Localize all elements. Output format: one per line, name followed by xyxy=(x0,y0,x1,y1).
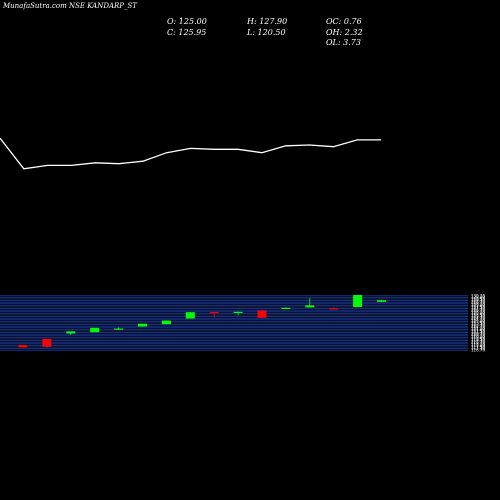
y-tick-label: 116.70 xyxy=(471,348,485,353)
candle xyxy=(377,299,386,303)
y-tick-label: 127.50 xyxy=(471,305,485,310)
y-tick-label: 125.50 xyxy=(471,313,485,318)
candle xyxy=(353,295,363,307)
candle-body xyxy=(281,307,291,309)
candle-body xyxy=(114,328,124,330)
candle-layer xyxy=(18,295,386,348)
oc-value: OC: 0.76 xyxy=(326,17,362,26)
candle xyxy=(281,307,291,309)
y-tick-label: 117.10 xyxy=(471,346,485,351)
grid-layer xyxy=(0,295,468,351)
y-tick-label: 119.90 xyxy=(471,335,485,340)
y-tick-label: 120.30 xyxy=(471,333,485,338)
y-tick-label: 125.10 xyxy=(471,314,485,319)
candle xyxy=(257,310,267,319)
y-tick-label: 130.30 xyxy=(471,293,485,298)
y-tick-label: 126.30 xyxy=(471,309,485,314)
close-value: C: 125.95 xyxy=(167,28,207,37)
candle xyxy=(66,331,76,335)
y-tick-label: 118.70 xyxy=(471,340,485,345)
y-tick-label: 117.50 xyxy=(471,345,485,350)
y-tick-label: 122.30 xyxy=(471,325,485,330)
y-tick-label: 121.50 xyxy=(471,329,485,334)
candle-body xyxy=(66,331,76,334)
candle xyxy=(233,311,243,316)
line-layer xyxy=(0,137,381,170)
low-value: L: 120.50 xyxy=(247,28,286,37)
candle xyxy=(209,311,219,318)
candle-body xyxy=(257,310,267,318)
candle xyxy=(90,327,100,333)
y-tick-label: 119.10 xyxy=(471,338,485,343)
y-tick-label: 120.70 xyxy=(471,332,485,337)
y-tick-label: 127.10 xyxy=(471,306,485,311)
y-tick-label: 124.70 xyxy=(471,316,485,321)
chart-title: MunafaSutra.com NSE KANDARP_ST xyxy=(3,2,137,10)
y-tick-label: 127.90 xyxy=(471,303,485,308)
candle-body xyxy=(353,295,363,307)
y-tick-label: 121.90 xyxy=(471,327,485,332)
candle-body xyxy=(209,312,219,314)
candle xyxy=(42,339,52,348)
candle xyxy=(18,345,28,348)
candle xyxy=(305,298,315,308)
candle-body xyxy=(161,320,171,325)
y-tick-label: 123.50 xyxy=(471,321,485,326)
candle-body xyxy=(138,323,147,327)
y-tick-label: 119.50 xyxy=(471,337,485,342)
y-tick-label: 129.50 xyxy=(471,297,485,302)
candle xyxy=(329,307,339,310)
candle-body xyxy=(90,327,100,333)
y-tick-label: 129.90 xyxy=(471,295,485,300)
y-tick-label: 122.70 xyxy=(471,324,485,329)
oh-value: OH: 2.32 xyxy=(326,28,363,37)
open-value: O: 125.00 xyxy=(167,17,207,26)
candle xyxy=(114,327,124,330)
y-tick-label: 117.90 xyxy=(471,343,485,348)
y-tick-label: 129.10 xyxy=(471,298,485,303)
y-tick-label: 128.70 xyxy=(471,300,485,305)
y-tick-label: 121.10 xyxy=(471,330,485,335)
candle-body xyxy=(305,305,315,308)
candle-body xyxy=(42,339,52,347)
candle xyxy=(161,320,171,325)
candle-body xyxy=(185,312,195,319)
candle-body xyxy=(18,345,28,348)
candle-body xyxy=(377,300,386,302)
candle-body xyxy=(329,308,339,310)
y-tick-label: 128.30 xyxy=(471,301,485,306)
y-tick-label: 123.90 xyxy=(471,319,485,324)
candle xyxy=(138,323,147,327)
y-tick-label: 126.70 xyxy=(471,308,485,313)
y-tick-label: 124.30 xyxy=(471,317,485,322)
y-tick-label: 123.10 xyxy=(471,322,485,327)
candle-body xyxy=(233,311,243,313)
high-value: H: 127.90 xyxy=(247,17,288,26)
y-tick-label: 125.90 xyxy=(471,311,485,316)
tick-layer: 130.30129.90129.50129.10128.70128.30127.… xyxy=(471,293,485,352)
y-tick-label: 118.30 xyxy=(471,341,485,346)
ol-value: OL: 3.73 xyxy=(326,38,361,47)
candle xyxy=(185,312,195,319)
price-line xyxy=(0,137,381,170)
